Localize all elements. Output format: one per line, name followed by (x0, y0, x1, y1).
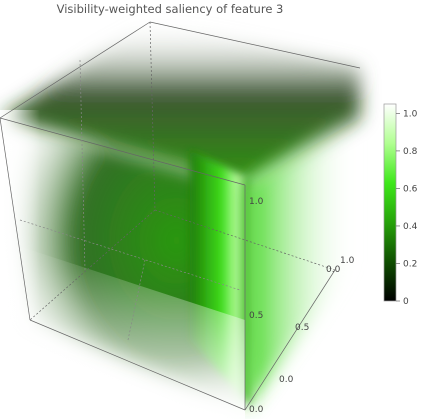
x-tick-label: 0.5 (295, 323, 309, 333)
colorbar-tick-label: 1.0 (403, 109, 418, 119)
x-tick-label: 0.0 (279, 375, 294, 385)
z-tick-label: 0.5 (249, 311, 263, 321)
colorbar-tick-label: 0 (403, 297, 409, 307)
colorbar-tick-label: 0.8 (403, 147, 418, 157)
axis-ticks: 0.0 0.5 1.0 0.0 0.5 0.0 1.0 (249, 197, 355, 415)
z-tick-label: 1.0 (249, 197, 264, 207)
colorbar-ramp (383, 103, 397, 302)
y-tick-label: 1.0 (340, 256, 355, 266)
volume-render (0, 22, 360, 419)
colorbar-tick-label: 0.2 (403, 259, 417, 269)
colorbar-tick-label: 0.4 (403, 222, 418, 232)
colorbar-tick-label: 0.6 (403, 184, 418, 194)
colorbar: 0 0.2 0.4 0.6 0.8 1.0 (383, 103, 418, 307)
colorbar-ticks: 0 0.2 0.4 0.6 0.8 1.0 (396, 109, 418, 307)
bounding-box (0, 21, 361, 411)
z-tick-label: 0.0 (249, 405, 264, 415)
x-tick-label: 0.0 (326, 265, 341, 275)
chart-title: Visibility-weighted saliency of feature … (56, 2, 284, 16)
